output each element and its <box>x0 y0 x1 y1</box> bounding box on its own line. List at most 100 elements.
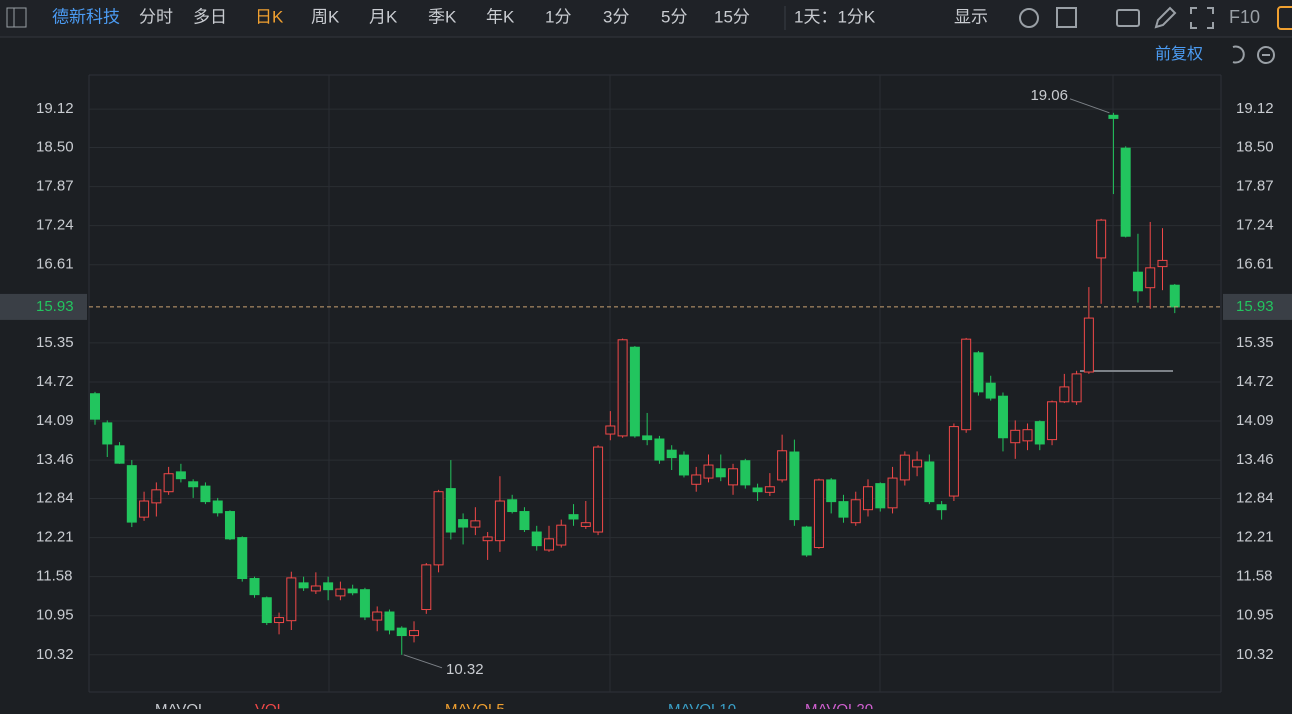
y-tick-label: 16.61 <box>36 256 74 273</box>
f10-button[interactable]: F10 <box>1229 7 1260 27</box>
period-tab[interactable]: 多日 <box>193 7 227 26</box>
y-tick-label: 15.35 <box>36 334 74 351</box>
candle-body <box>458 519 469 528</box>
y-tick-label: 10.32 <box>36 646 74 663</box>
display-select[interactable]: 显示 <box>954 7 988 26</box>
period-tab[interactable]: 3分 <box>603 7 629 26</box>
last-price-box <box>0 293 87 320</box>
y-tick-label: 11.58 <box>36 568 72 585</box>
candle-body <box>764 486 775 493</box>
candle-body <box>445 488 456 533</box>
candle-body <box>347 588 358 594</box>
indicator-label: MAVOL10 <box>668 701 736 709</box>
y-tick-label: 17.87 <box>36 178 74 195</box>
candle-body <box>310 585 321 592</box>
candle-body <box>1034 421 1045 445</box>
candle-body <box>924 461 935 503</box>
y-tick-label: 18.50 <box>36 139 74 156</box>
period-tab[interactable]: 分时 <box>139 7 173 26</box>
y-tick-label-right: 13.46 <box>1236 451 1274 468</box>
candle-body <box>1059 386 1070 403</box>
candle-body <box>224 511 235 540</box>
candle-body <box>899 454 910 481</box>
range-select[interactable]: 1天：1分K <box>794 7 876 26</box>
candle-body <box>114 445 125 464</box>
candle-body <box>139 500 150 518</box>
candle-body <box>654 438 665 461</box>
y-tick-label-right: 12.84 <box>1236 489 1274 506</box>
candle-body <box>961 338 972 431</box>
candle-body <box>335 588 346 597</box>
y-tick-label: 12.84 <box>36 489 74 506</box>
candle-body <box>323 582 334 591</box>
period-tab[interactable]: 年K <box>486 7 515 26</box>
indicator-label: MAVOL <box>155 701 206 709</box>
y-tick-label-right: 11.58 <box>1236 568 1272 585</box>
candle-body <box>200 485 211 503</box>
candle-body <box>151 489 162 504</box>
candle-body <box>605 425 616 435</box>
y-tick-label-right: 17.24 <box>1236 217 1274 234</box>
candle-body <box>826 479 837 503</box>
draw-icon[interactable] <box>1154 6 1177 29</box>
last-price-label-right: 15.93 <box>1236 298 1274 315</box>
y-tick-label: 14.09 <box>36 412 74 429</box>
period-tab[interactable]: 周K <box>311 7 340 26</box>
candle-body <box>1108 114 1119 119</box>
candle-body <box>396 627 407 637</box>
candle-body <box>1071 373 1082 403</box>
candle-body <box>985 382 996 399</box>
candle-body <box>175 471 186 480</box>
candle-body <box>421 564 432 611</box>
candle-body <box>433 491 444 566</box>
candle-body <box>1047 401 1058 441</box>
period-tab[interactable]: 1分 <box>545 7 571 26</box>
settings-icon[interactable] <box>1019 8 1039 28</box>
y-tick-label-right: 14.09 <box>1236 412 1274 429</box>
candle-body <box>470 520 481 528</box>
candle-body <box>1157 259 1168 268</box>
candle-body <box>1096 219 1107 259</box>
y-tick-label: 10.95 <box>36 607 74 624</box>
period-tab[interactable]: 月K <box>369 7 398 26</box>
reset-icon[interactable] <box>1232 45 1245 64</box>
candle-body <box>212 500 223 514</box>
stock-name[interactable]: 德新科技 <box>52 7 120 26</box>
adjust-select[interactable]: 前复权 <box>1155 45 1203 63</box>
candle-body <box>642 435 653 441</box>
candle-body <box>90 393 100 420</box>
candle-body <box>973 352 984 393</box>
candle-body <box>556 524 567 546</box>
candle-body <box>850 499 861 524</box>
y-tick-label-right: 17.87 <box>1236 178 1274 195</box>
period-tab[interactable]: 日K <box>255 7 284 26</box>
candle-body <box>629 346 640 437</box>
sidebar-toggle[interactable] <box>6 7 27 28</box>
last-price-label: 15.93 <box>36 298 74 315</box>
period-tab[interactable]: 15分 <box>714 7 750 26</box>
y-tick-label-right: 14.72 <box>1236 373 1274 390</box>
period-tab[interactable]: 5分 <box>661 7 687 26</box>
candle-body <box>102 422 113 445</box>
candle-body <box>580 522 591 527</box>
candle-body <box>887 477 898 509</box>
indicator-label: VOL <box>255 701 285 709</box>
candle-body <box>777 450 788 481</box>
checkbox-icon[interactable] <box>1056 7 1077 28</box>
period-tabs: 分时 多日 日K 周K 月K 季K 年K 1分 3分 5分 15分 <box>139 7 750 26</box>
candle-body <box>1169 284 1180 308</box>
candle-body <box>1120 147 1131 237</box>
candle-body <box>789 451 800 521</box>
y-tick-label: 17.24 <box>36 217 74 234</box>
y-tick-label: 19.12 <box>36 100 74 117</box>
candle-body <box>372 611 383 621</box>
zoom-out-icon[interactable] <box>1257 46 1275 64</box>
period-tab[interactable]: 季K <box>428 7 457 26</box>
camera-icon[interactable] <box>1116 9 1140 27</box>
candle-body <box>543 538 554 551</box>
high-pointer <box>1069 98 1110 114</box>
panel-button[interactable] <box>1277 6 1292 30</box>
fullscreen-icon[interactable] <box>1190 7 1214 29</box>
y-tick-label-right: 15.35 <box>1236 334 1274 351</box>
indicator-label: MAVOL5 <box>445 701 505 709</box>
